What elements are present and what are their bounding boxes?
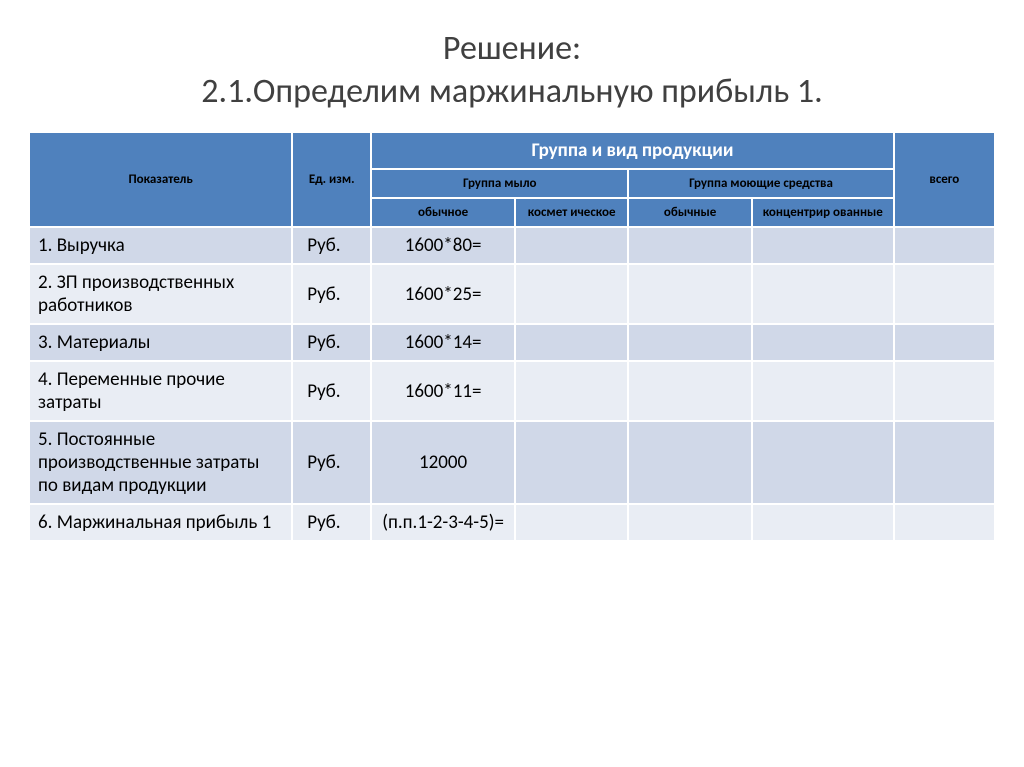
cell-v3 [628,421,752,504]
hdr-group-detergent: Группа моющие средства [628,169,893,198]
cell-indicator: 5. Постоянные производственные затраты п… [29,421,292,504]
cell-indicator: 4. Переменные прочие затраты [29,361,292,421]
cell-indicator: 2. ЗП производственных работников [29,264,292,324]
hdr-det-conc: концентрир ованные [752,198,894,227]
cell-indicator: 3. Материалы [29,324,292,361]
table-row: 3. Материалы Руб. 1600*14= [29,324,995,361]
cell-unit: Руб. [292,504,371,541]
table-row: 6. Маржинальная прибыль 1 Руб. (п.п.1-2-… [29,504,995,541]
hdr-unit: Ед. изм. [292,132,371,227]
hdr-indicator: Показатель [29,132,292,227]
cell-v1: 1600*14= [371,324,515,361]
cell-v2 [515,504,628,541]
title-line1: Решение: [443,28,581,69]
cell-v3 [628,504,752,541]
cell-unit: Руб. [292,324,371,361]
cell-v1: 1600*11= [371,361,515,421]
hdr-group-top: Группа и вид продукции [371,132,893,169]
hdr-total: всего [894,132,995,227]
cell-v4 [752,361,894,421]
cell-v4 [752,421,894,504]
cell-v3 [628,324,752,361]
cell-unit: Руб. [292,264,371,324]
cell-total [894,227,995,264]
cell-v3 [628,361,752,421]
cell-indicator: 6. Маржинальная прибыль 1 [29,504,292,541]
hdr-soap-regular: обычное [371,198,515,227]
hdr-group-soap: Группа мыло [371,169,628,198]
hdr-det-regular: обычные [628,198,752,227]
cell-indicator: 1. Выручка [29,227,292,264]
table-row: 2. ЗП производственных работников Руб. 1… [29,264,995,324]
slide: Решение: 2.1.Определим маржинальную приб… [0,0,1024,767]
table-row: 4. Переменные прочие затраты Руб. 1600*1… [29,361,995,421]
slide-title: Решение: 2.1.Определим маржинальную приб… [28,28,996,113]
cell-v1: 1600*25= [371,264,515,324]
cell-v1: (п.п.1-2-3-4-5)= [371,504,515,541]
cell-total [894,264,995,324]
table-header: Показатель Ед. изм. Группа и вид продукц… [29,132,995,227]
cell-v2 [515,227,628,264]
cell-v4 [752,264,894,324]
cell-total [894,504,995,541]
cell-v3 [628,264,752,324]
cell-v2 [515,421,628,504]
cell-unit: Руб. [292,227,371,264]
cell-v1: 12000 [371,421,515,504]
table-row: 1. Выручка Руб. 1600*80= [29,227,995,264]
cell-v4 [752,504,894,541]
cell-v1: 1600*80= [371,227,515,264]
cell-total [894,324,995,361]
hdr-soap-cosmetic: космет ическое [515,198,628,227]
data-table: Показатель Ед. изм. Группа и вид продукц… [28,131,996,542]
cell-total [894,421,995,504]
cell-v2 [515,361,628,421]
title-line2: 2.1.Определим маржинальную прибыль 1. [201,71,822,112]
cell-unit: Руб. [292,361,371,421]
cell-v2 [515,264,628,324]
cell-total [894,361,995,421]
cell-v3 [628,227,752,264]
cell-v4 [752,227,894,264]
table-body: 1. Выручка Руб. 1600*80= 2. ЗП производс… [29,227,995,541]
table-row: 5. Постоянные производственные затраты п… [29,421,995,504]
cell-v4 [752,324,894,361]
cell-v2 [515,324,628,361]
cell-unit: Руб. [292,421,371,504]
